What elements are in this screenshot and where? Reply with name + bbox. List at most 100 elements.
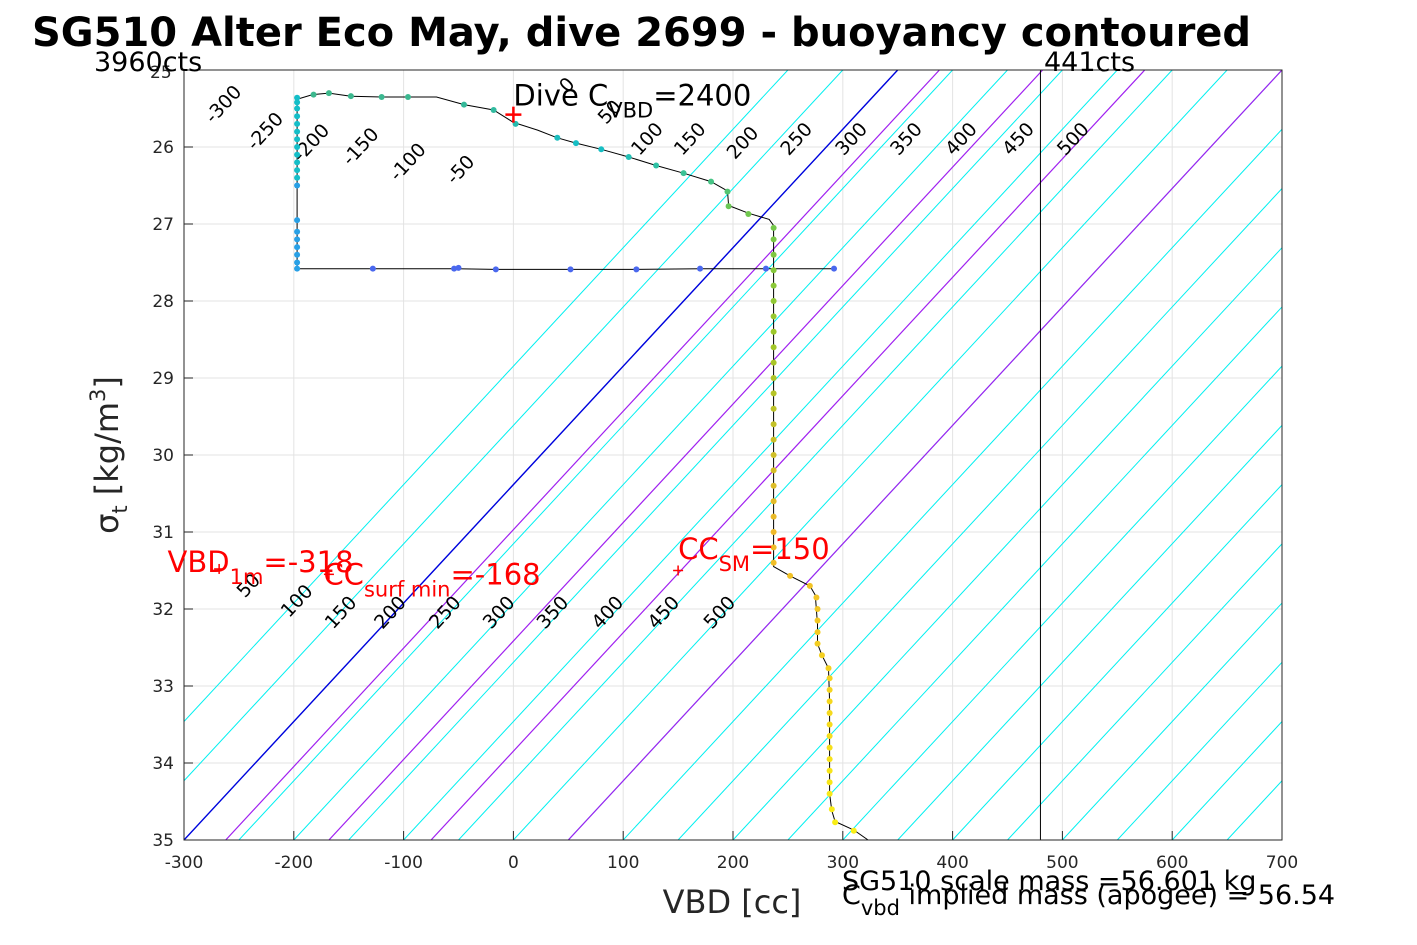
descent-data-point xyxy=(770,236,777,243)
cc-surf-min-annotation-value: =-168 xyxy=(451,557,541,591)
descent-data-point xyxy=(294,182,301,189)
vbd-1m-annotation-main: VBD xyxy=(168,545,230,579)
vbd-1m-annotation-value: =-318 xyxy=(263,545,353,579)
corner-label-left: 3960cts xyxy=(94,47,202,78)
contour-line xyxy=(787,306,1282,840)
descent-data-point xyxy=(814,606,821,612)
x-axis-label: VBD [cc] xyxy=(663,883,802,921)
descent-data-point xyxy=(294,128,301,135)
descent-data-point xyxy=(770,313,777,320)
descent-data-point xyxy=(850,827,857,834)
contour-line xyxy=(403,70,1118,840)
contour-label: 400 xyxy=(941,118,982,160)
contour-line-highlight xyxy=(225,70,940,840)
descent-data-point xyxy=(708,178,715,185)
footer-cvbd-sub: vbd xyxy=(861,896,900,920)
ascent-data-point xyxy=(762,265,769,272)
y-axis-label-units: [kg/m xyxy=(88,402,126,505)
descent-data-point xyxy=(826,698,833,705)
x-tick-label: 100 xyxy=(607,853,639,873)
contour-label: 100 xyxy=(627,118,668,160)
data-points xyxy=(294,90,857,834)
descent-data-point xyxy=(826,733,833,740)
cc-sm-annotation-main: CC xyxy=(678,532,719,566)
cc-surf-min-annotation-main: CC xyxy=(323,557,364,591)
descent-data-point xyxy=(770,359,777,366)
descent-data-point xyxy=(725,203,732,210)
ascent-data-point xyxy=(455,264,462,271)
contour-label: -200 xyxy=(289,120,334,167)
contour-lines xyxy=(184,70,1417,840)
y-tick-label: 30 xyxy=(152,446,174,466)
descent-data-point xyxy=(294,120,301,127)
ascent-data-point xyxy=(492,266,499,273)
descent-data-point xyxy=(770,375,777,381)
contour-label: 400 xyxy=(587,592,628,634)
descent-data-point xyxy=(770,251,777,258)
contour-label: 250 xyxy=(776,118,817,160)
descent-data-point xyxy=(770,224,777,231)
x-ticks: -300 -200 -100 0 100 200 300 400 500 600 700 xyxy=(165,831,1298,873)
contour-line xyxy=(1392,70,1417,840)
descent-data-point xyxy=(294,99,301,106)
descent-data-point xyxy=(770,282,777,289)
descent-data-point xyxy=(814,629,821,636)
contour-line xyxy=(184,70,789,723)
descent-data-point xyxy=(826,721,833,728)
descent-data-point xyxy=(770,544,777,551)
ascent-data-point xyxy=(567,266,574,273)
descent-data-point xyxy=(832,819,839,826)
descent-data-point xyxy=(826,744,833,751)
contour-line xyxy=(622,128,1282,840)
dive-c-annotation-main: Dive C xyxy=(513,78,608,112)
descent-data-point xyxy=(826,709,833,716)
corner-label-right: 441cts xyxy=(1044,47,1135,78)
annotation-vbd-1m: VBD1m=-318 xyxy=(168,545,354,589)
footer-implied-mass: Cvbd implied mass (apogee) = 56.54 xyxy=(842,880,1335,920)
cc-sm-annotation-value: =150 xyxy=(750,532,830,566)
descent-data-point xyxy=(625,154,632,161)
contour-line xyxy=(732,246,1282,840)
x-tick-label: 200 xyxy=(717,853,749,873)
descent-data-point xyxy=(770,452,777,458)
annotation-dive-c: Dive CVBD=2400 xyxy=(513,78,751,122)
descent-data-point xyxy=(770,559,777,566)
plus-marker xyxy=(505,106,522,123)
cc-surf-min-annotation: CCsurf min=-168 xyxy=(323,557,540,601)
x-tick-label: -100 xyxy=(384,853,423,873)
ascent-trace-line xyxy=(297,268,834,270)
ascent-data-point xyxy=(831,265,838,272)
dive-c-annotation-sub: VBD xyxy=(608,98,653,122)
contour-line-highlight xyxy=(328,70,1044,840)
contour-label: 150 xyxy=(670,118,711,160)
contour-label: 200 xyxy=(722,122,763,164)
contour-line xyxy=(952,483,1282,840)
contour-label: -300 xyxy=(201,81,246,128)
x-tick-label: 600 xyxy=(1156,853,1188,873)
descent-data-point xyxy=(826,675,833,682)
x-tick-label: -300 xyxy=(165,853,204,873)
descent-data-point xyxy=(294,94,301,101)
footer-scale-mass: SG510 scale mass =56.601 kg xyxy=(842,866,1256,897)
y-tick-label: 29 xyxy=(152,369,174,389)
descent-data-point xyxy=(826,756,833,763)
y-tick-label: 28 xyxy=(152,292,174,312)
x-tick-label: -200 xyxy=(275,853,314,873)
y-tick-label: 31 xyxy=(152,523,174,543)
contour-line xyxy=(1116,661,1282,840)
x-tick-label: 0 xyxy=(508,853,519,873)
footer-implied-text: implied mass (apogee) = 56.54 xyxy=(900,880,1335,911)
descent-data-point xyxy=(572,140,579,147)
descent-data-point xyxy=(770,298,777,304)
contour-line xyxy=(458,70,1173,840)
descent-data-point xyxy=(294,174,301,181)
contour-label: -100 xyxy=(385,139,430,186)
y-axis-label-sub: t xyxy=(108,505,132,513)
contour-line xyxy=(348,70,1063,840)
descent-data-point xyxy=(724,188,731,195)
y-tick-label: 33 xyxy=(152,677,174,697)
dive-c-annotation: Dive CVBD=2400 xyxy=(513,78,751,122)
plus-marker xyxy=(673,565,684,576)
descent-data-point xyxy=(294,265,301,272)
descent-data-point xyxy=(294,228,301,235)
